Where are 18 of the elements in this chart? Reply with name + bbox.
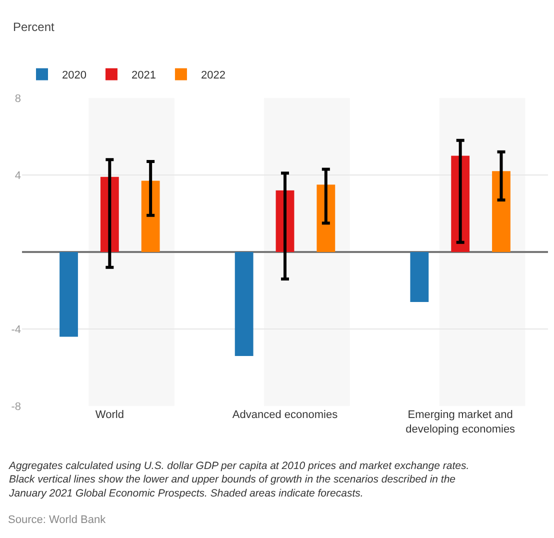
y-tick-label: 4 <box>14 170 21 182</box>
bar <box>234 252 254 356</box>
y-tick-label: -4 <box>11 324 21 336</box>
source-note: Source: World Bank <box>8 514 106 526</box>
bar <box>141 180 160 252</box>
x-tick-label: Emerging market and developing economies <box>406 409 516 436</box>
bar <box>60 252 78 337</box>
y-tick-label: -8 <box>11 400 21 413</box>
bar <box>410 252 429 302</box>
y-axis-title: Percent <box>13 20 56 34</box>
text: Aggregates calculated using U.S. dollar GDP per capita at 2010 prices and market exchange rates. Black vertical lines show the lower and upper bounds of growth in the scenarios described in the January 2021 Global Economic Prospects. Shaded areas indicate forecasts. <box>8 460 470 500</box>
legend-label: 2020 <box>62 70 86 82</box>
legend-label: 2021 <box>131 70 156 82</box>
y-tick-label: 8 <box>14 92 21 105</box>
x-tick-label: Advanced economies <box>232 409 338 421</box>
x-tick-label: World <box>95 409 124 421</box>
bar <box>492 171 510 252</box>
legend-label: 2022 <box>200 70 226 82</box>
